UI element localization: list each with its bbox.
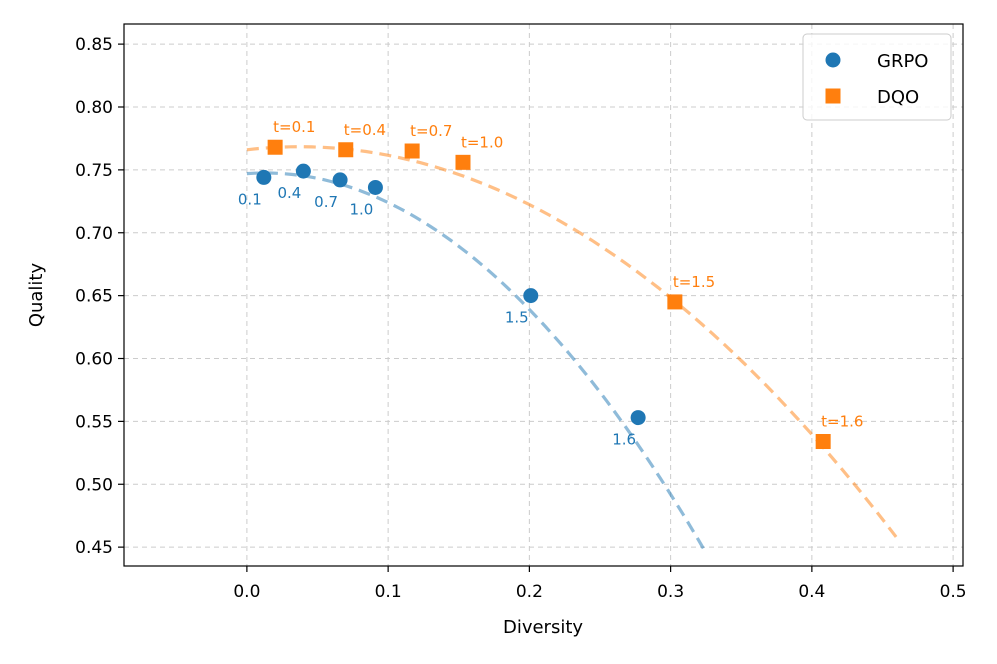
data-points: [256, 139, 831, 450]
point-dqo: [267, 139, 283, 155]
y-tick-label: 0.85: [75, 35, 113, 55]
point-label-grpo: 0.4: [277, 184, 301, 202]
x-tick-label: 0.2: [516, 582, 543, 602]
point-grpo: [295, 163, 311, 179]
point-grpo: [523, 288, 539, 304]
point-grpo: [332, 172, 348, 188]
y-tick-label: 0.50: [75, 475, 113, 495]
point-label-grpo: 1.6: [612, 431, 636, 449]
point-dqo: [338, 142, 354, 158]
x-tick-label: 0.3: [657, 582, 684, 602]
point-label-dqo: t=0.7: [410, 122, 452, 140]
point-label-grpo: 1.0: [349, 200, 373, 218]
y-tick-label: 0.80: [75, 98, 113, 118]
point-grpo: [630, 410, 646, 426]
point-label-dqo: t=1.5: [673, 273, 715, 291]
point-labels: 0.1 0.4 0.7 1.0 1.5 1.6 t=0.1 t=0.4 t=0.7 t=1.0 t=…: [238, 118, 864, 448]
point-label-dqo: t=0.4: [344, 121, 386, 139]
x-tick-label: 0.1: [375, 582, 402, 602]
fit-curves: [246, 145, 898, 554]
point-label-dqo: t=1.6: [821, 413, 863, 431]
point-grpo: [367, 179, 383, 195]
point-label-grpo: 0.1: [238, 190, 262, 208]
point-dqo: [455, 154, 471, 170]
fit-curve-grpo: [246, 171, 708, 554]
point-dqo: [667, 294, 683, 310]
point-dqo: [404, 143, 420, 159]
axis-ticks: 0.0 0.1 0.2 0.3 0.4 0.5 0.45 0.50 0.55 0.60 0.65 0.…: [75, 35, 966, 602]
point-label-dqo: t=1.0: [461, 133, 503, 151]
point-label-grpo: 1.5: [505, 309, 529, 327]
legend-label-grpo: GRPO: [877, 51, 928, 72]
y-tick-label: 0.65: [75, 287, 113, 307]
x-axis-title: Diversity: [503, 617, 583, 638]
x-tick-label: 0.5: [940, 582, 967, 602]
legend-label-dqo: DQO: [877, 87, 919, 108]
legend-marker-grpo: [825, 52, 841, 68]
x-tick-label: 0.4: [798, 582, 825, 602]
point-grpo: [256, 169, 272, 185]
point-label-dqo: t=0.1: [273, 118, 315, 136]
legend-marker-dqo: [825, 88, 841, 104]
point-label-grpo: 0.7: [314, 193, 338, 211]
y-tick-label: 0.70: [75, 224, 113, 244]
y-tick-label: 0.60: [75, 350, 113, 370]
y-tick-label: 0.45: [75, 538, 113, 558]
point-dqo: [815, 434, 831, 450]
legend: GRPO DQO: [802, 33, 952, 121]
y-tick-label: 0.75: [75, 161, 113, 181]
plot-frame: [123, 23, 964, 567]
y-axis-title: Quality: [26, 262, 47, 327]
y-tick-label: 0.55: [75, 412, 113, 432]
x-tick-label: 0.0: [233, 582, 260, 602]
